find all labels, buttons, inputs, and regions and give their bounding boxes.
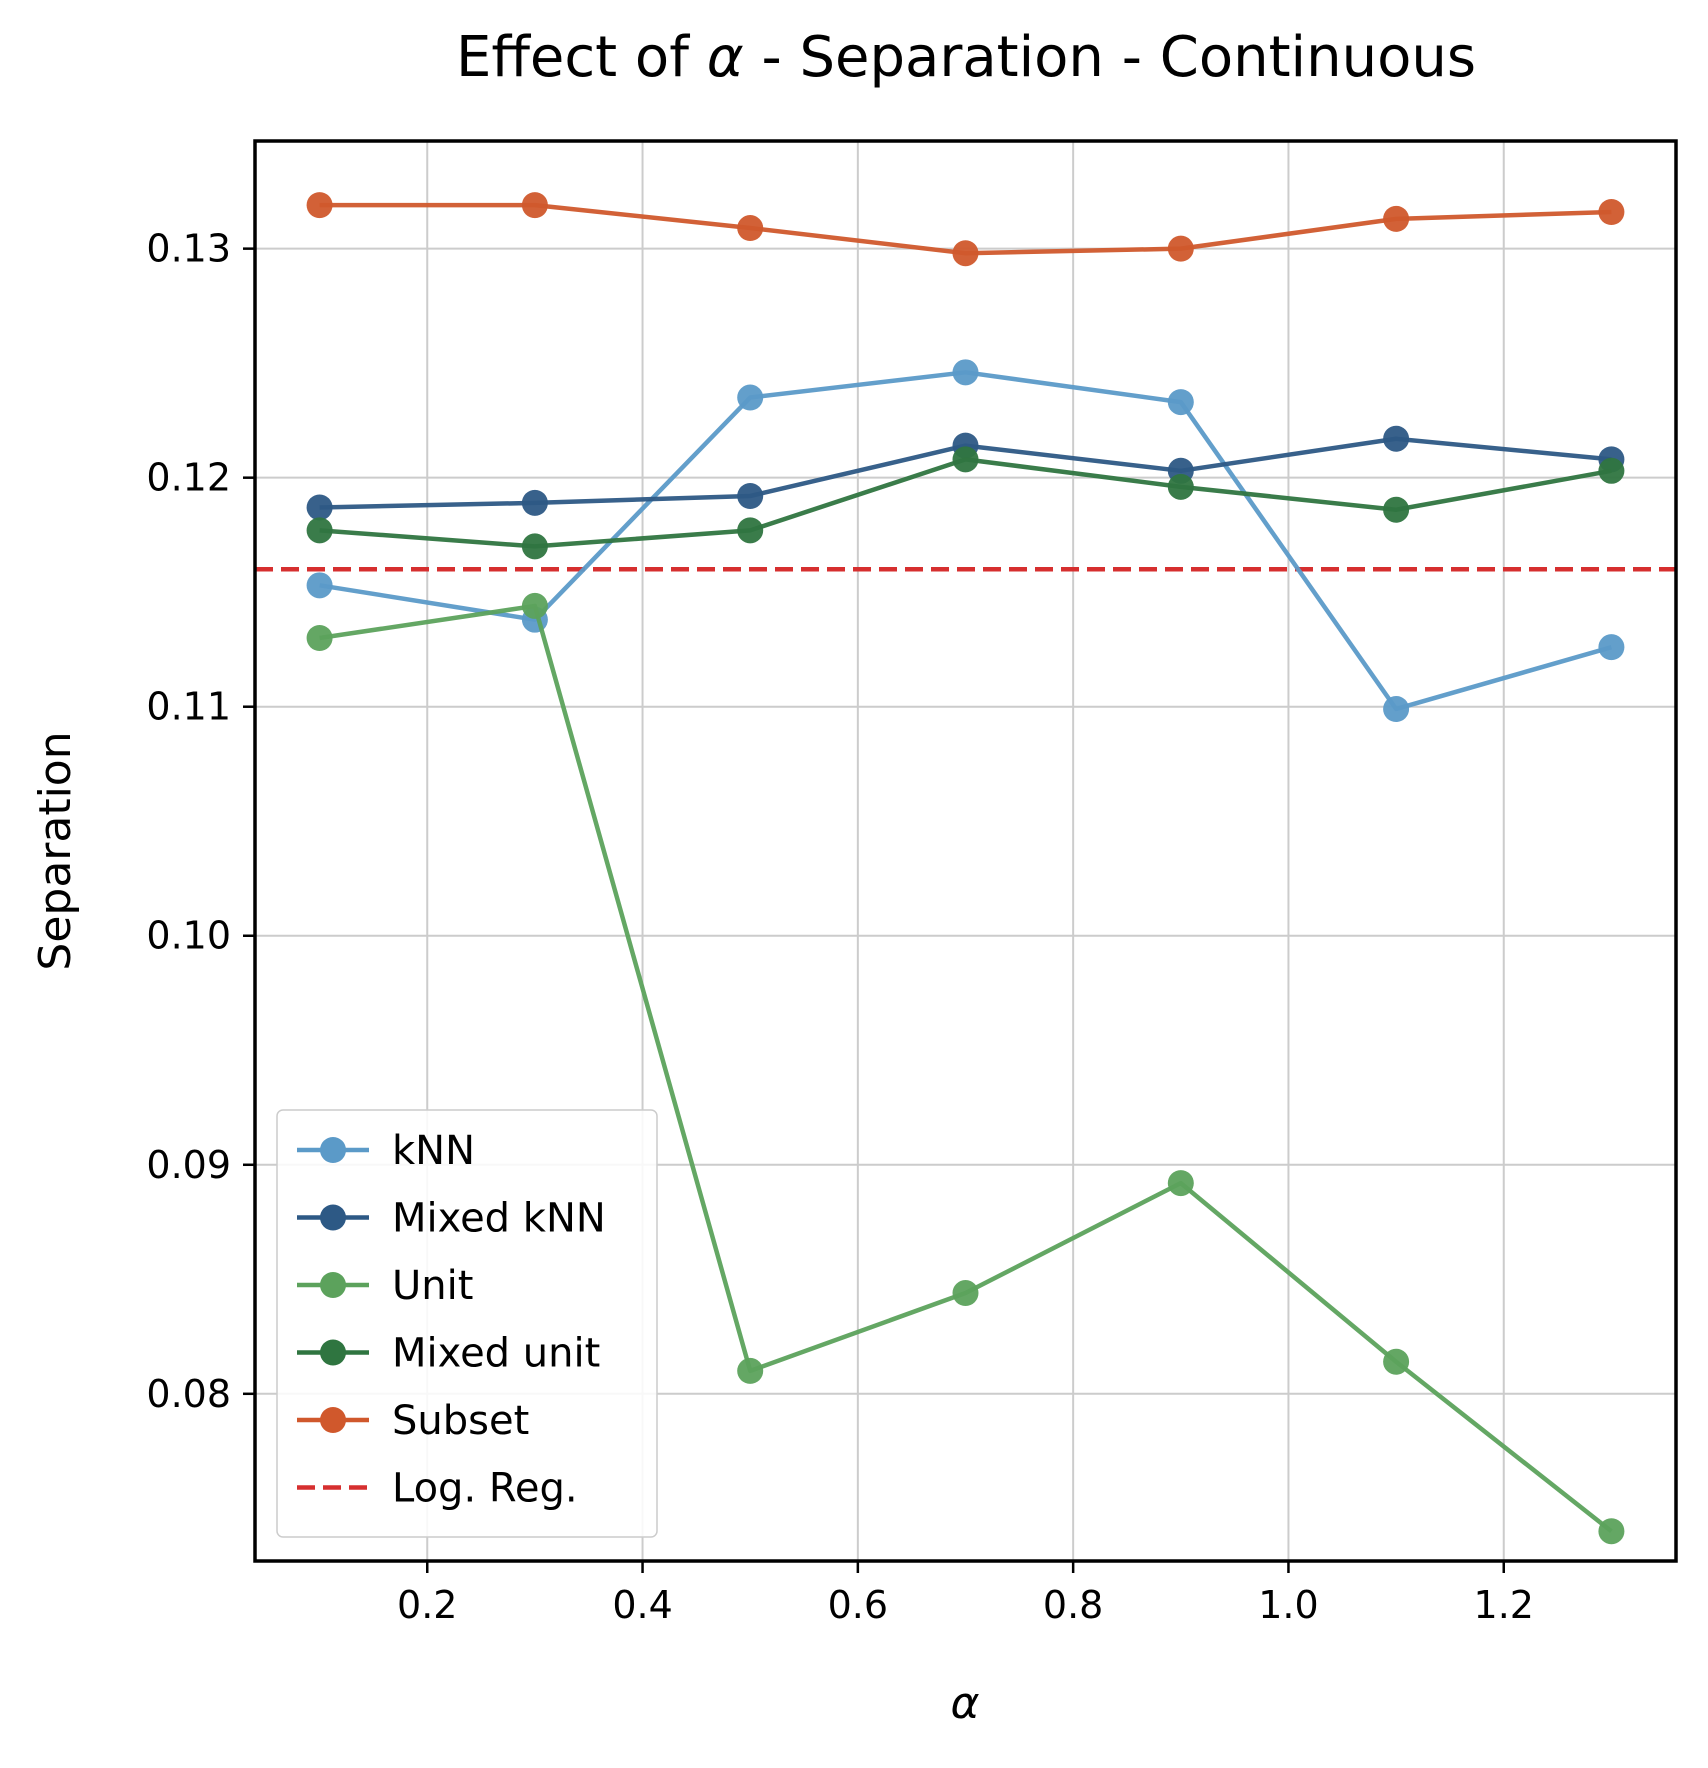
data-point-knn	[952, 359, 979, 386]
chart-title-prefix: Effect of	[456, 25, 707, 90]
data-point-unit	[1383, 1348, 1410, 1375]
data-point-mixed-unit	[952, 446, 979, 473]
y-tick-label: 0.11	[146, 685, 231, 729]
legend-marker-unit	[320, 1272, 346, 1298]
series-mixed-unit	[306, 446, 1625, 560]
data-point-subset	[1383, 205, 1410, 232]
data-point-unit	[306, 625, 333, 651]
y-tick-label: 0.10	[146, 914, 231, 958]
y-tick-label: 0.08	[146, 1372, 231, 1416]
x-tick-label: 0.2	[397, 1583, 457, 1627]
legend-label-log-reg: Log. Reg.	[392, 1466, 578, 1512]
x-axis-label: α	[950, 1678, 979, 1729]
data-point-knn	[1598, 634, 1625, 661]
legend-marker-subset	[320, 1407, 346, 1433]
data-point-unit	[1598, 1518, 1625, 1545]
chart-title-suffix: - Separation - Continuous	[744, 25, 1476, 90]
data-point-mixed-knn	[521, 489, 548, 516]
data-point-subset	[737, 215, 764, 242]
legend: kNN Mixed kNN Unit Mixed unit Subset Log. Reg…	[276, 1109, 658, 1538]
x-tick-label: 0.8	[1043, 1583, 1103, 1627]
data-point-mixed-knn	[306, 494, 333, 521]
chart-title-alpha-symbol: α	[707, 25, 744, 90]
data-point-knn	[306, 572, 333, 599]
x-tick-label: 1.2	[1474, 1583, 1534, 1627]
y-tick-label: 0.09	[146, 1143, 231, 1187]
legend-label-unit: Unit	[392, 1263, 473, 1309]
legend-entry-log-reg: Log. Reg.	[297, 1466, 578, 1512]
data-point-mixed-unit	[1598, 457, 1625, 484]
legend-marker-mixed-knn	[320, 1204, 346, 1231]
data-point-subset	[306, 192, 333, 219]
legend-entry-mixed-knn: Mixed kNN	[297, 1196, 606, 1242]
x-tick-label: 1.0	[1258, 1583, 1318, 1627]
plot-frame	[253, 139, 1678, 1563]
y-axis-label: Separation	[30, 731, 81, 970]
data-point-mixed-unit	[1383, 496, 1410, 523]
legend-label-subset: Subset	[392, 1398, 529, 1444]
data-point-knn	[1383, 696, 1410, 722]
legend-label-mixed-knn: Mixed kNN	[392, 1196, 606, 1242]
data-point-knn	[1167, 389, 1194, 416]
legend-entry-knn: kNN	[297, 1128, 475, 1174]
y-axis-ticks: 0.08 0.09 0.10 0.11 0.12 0.13	[146, 227, 255, 1416]
y-tick-label: 0.12	[146, 456, 231, 500]
data-point-unit	[1167, 1170, 1194, 1197]
legend-marker-mixed-unit	[320, 1339, 346, 1366]
data-point-mixed-unit	[737, 517, 764, 544]
chart-title: Effect of α - Separation - Continuous	[456, 25, 1476, 90]
data-point-mixed-knn	[737, 483, 764, 509]
series-layer	[306, 192, 1625, 1545]
legend-entry-unit: Unit	[297, 1263, 473, 1309]
series-subset	[306, 192, 1625, 267]
data-point-subset	[521, 192, 548, 219]
legend-label-mixed-unit: Mixed unit	[392, 1331, 600, 1377]
data-point-mixed-knn	[1383, 425, 1410, 452]
legend-box	[276, 1109, 658, 1538]
data-point-knn	[737, 384, 764, 411]
series-knn	[306, 359, 1625, 722]
data-point-subset	[952, 240, 979, 267]
legend-label-knn: kNN	[392, 1128, 475, 1174]
legend-entry-mixed-unit: Mixed unit	[297, 1331, 600, 1377]
x-tick-label: 0.6	[828, 1583, 888, 1627]
legend-marker-knn	[320, 1137, 346, 1163]
data-point-unit	[952, 1280, 979, 1307]
data-point-mixed-unit	[521, 533, 548, 560]
data-point-subset	[1167, 235, 1194, 262]
data-point-unit	[737, 1357, 764, 1384]
data-point-mixed-unit	[306, 517, 333, 544]
x-axis-ticks: 0.2 0.4 0.6 0.8 1.0 1.2	[397, 1561, 1534, 1627]
series-unit	[306, 592, 1625, 1545]
x-tick-label: 0.4	[612, 1583, 672, 1627]
data-point-subset	[1598, 199, 1625, 225]
data-point-mixed-unit	[1167, 473, 1194, 500]
data-point-unit	[521, 592, 548, 619]
legend-entry-subset: Subset	[297, 1398, 529, 1444]
y-tick-label: 0.13	[146, 227, 231, 271]
